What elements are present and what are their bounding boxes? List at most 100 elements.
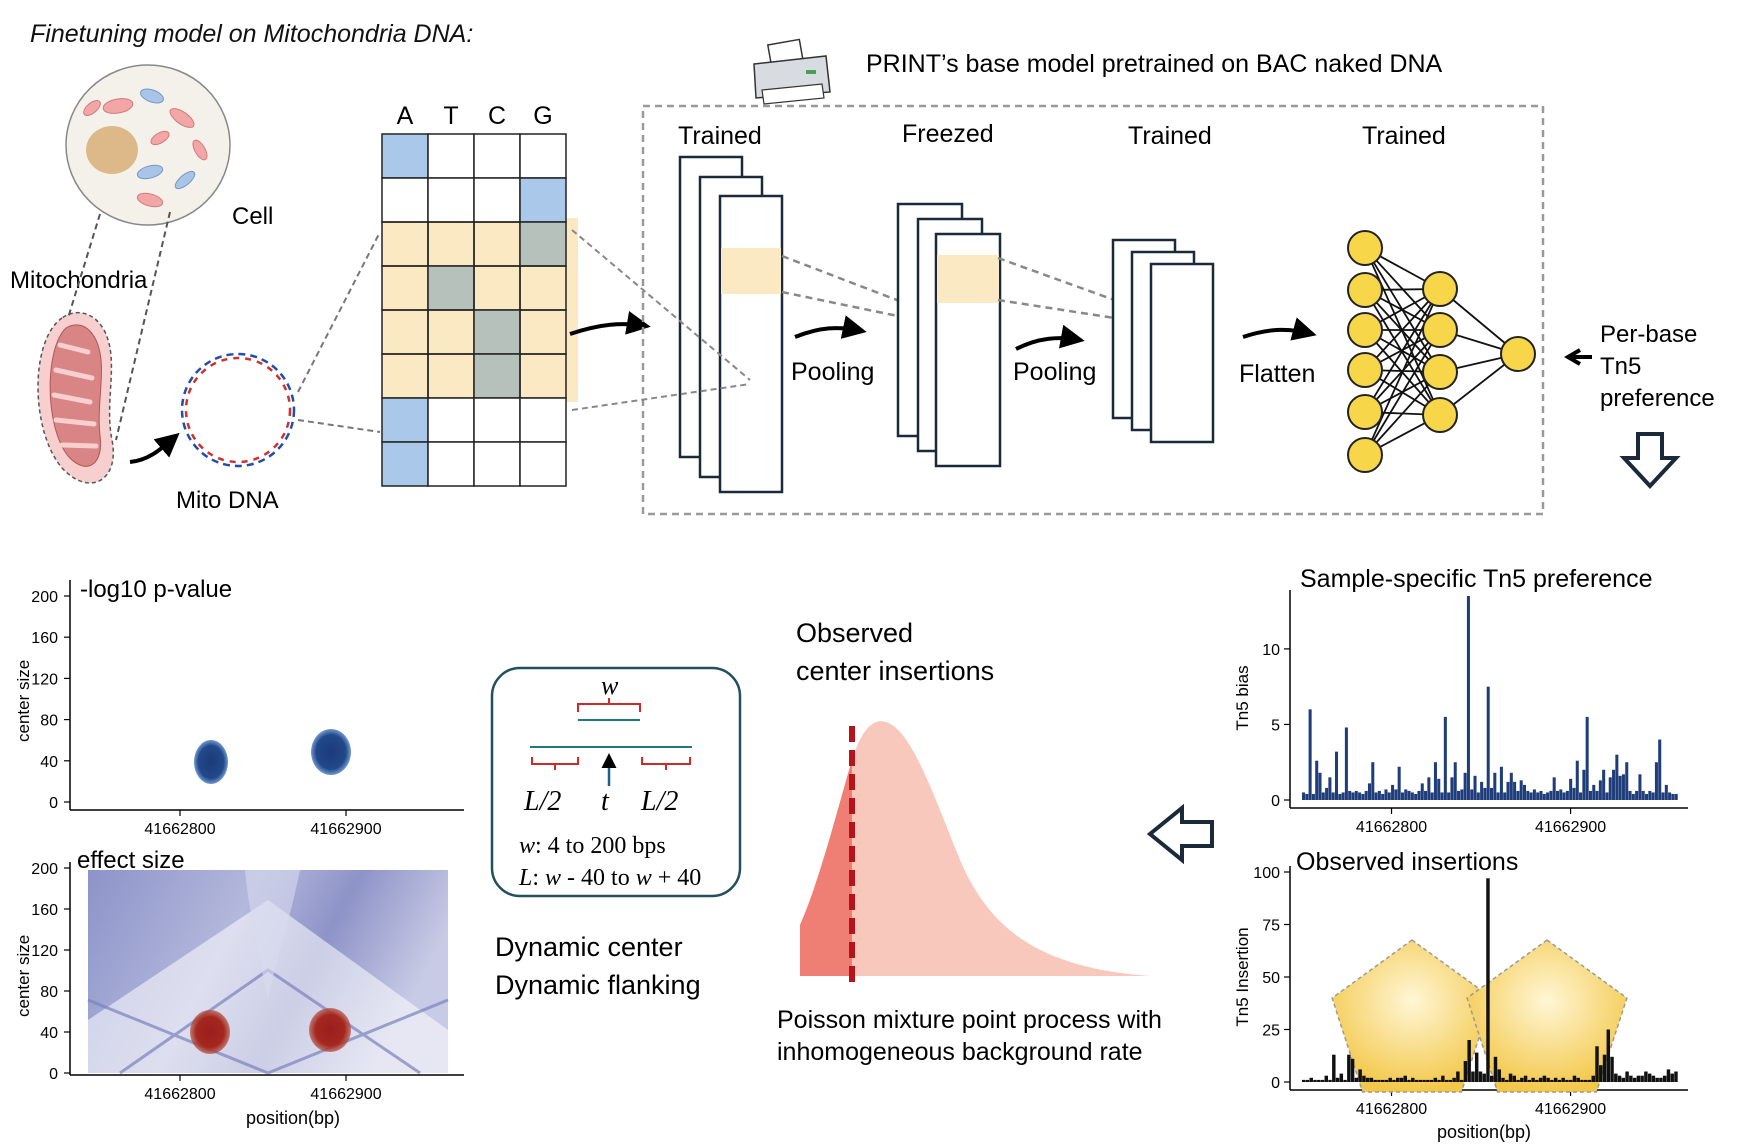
chart-bar <box>1557 1079 1562 1082</box>
chart-bar <box>1444 1079 1449 1082</box>
cell-label: Cell <box>232 203 273 230</box>
heatmap-effect: effect size 200 160 120 80 40 0 41662800 41662… <box>14 847 464 1128</box>
chart-bar <box>1659 1077 1663 1082</box>
chart-bar <box>1572 787 1576 800</box>
chart-bar <box>1595 1046 1599 1082</box>
chart-bar <box>1387 792 1391 800</box>
chart-ytick-label: 10 <box>1262 642 1280 659</box>
onehot-cell <box>519 133 567 179</box>
chart-bar <box>1579 792 1583 800</box>
heatmap-effect-ylabel: center size <box>14 935 33 1017</box>
chart-bar <box>1441 1075 1445 1082</box>
observed-center-caption-line2: inhomogeneous background rate <box>777 1038 1143 1066</box>
chart-bar <box>1334 751 1339 800</box>
output-label-line2: Tn5 <box>1600 353 1641 380</box>
onehot-cell <box>519 397 567 443</box>
neural-network <box>1347 230 1536 473</box>
chart-bar <box>1470 789 1474 800</box>
output-label-line3: preference <box>1600 385 1715 412</box>
chart-bar <box>1466 596 1470 800</box>
observed-center-title-line2: center insertions <box>796 656 994 686</box>
nn-node <box>1347 312 1383 348</box>
chart-bar <box>1516 1079 1520 1082</box>
chart-bar <box>1354 790 1358 800</box>
chart-bar <box>1674 1071 1678 1082</box>
chart-bar <box>1313 1079 1317 1082</box>
chart-bar <box>1625 1071 1629 1082</box>
chart-bar <box>1394 789 1398 800</box>
chart-bar <box>1546 1077 1550 1082</box>
onehot-cell <box>519 441 567 487</box>
chart-ylabel: Tn5 bias <box>1233 665 1252 730</box>
chart-xlabel: position(bp) <box>1437 1122 1531 1142</box>
chart-bar <box>1305 1079 1310 1082</box>
chart-bar <box>1302 1079 1306 1082</box>
heatmap-xtick-label: 41662800 <box>144 1086 215 1103</box>
mitochondria-label: Mitochondria <box>10 267 148 294</box>
chart-bar <box>1618 775 1622 800</box>
chart-bar <box>1426 1079 1430 1082</box>
chart-bar <box>1523 1075 1528 1082</box>
chart-bar <box>1569 778 1573 800</box>
chart-bar <box>1396 1077 1400 1082</box>
chart-bar <box>1377 1079 1381 1082</box>
chart-tn5-preference: Sample-specific Tn5 preference 0 5 10 416628… <box>1233 565 1688 836</box>
chart-bar <box>1516 790 1520 800</box>
onehot-cell <box>427 265 475 311</box>
chart-bar <box>1358 1069 1362 1082</box>
chart-bar <box>1635 790 1639 800</box>
chart-bar <box>1369 1077 1374 1082</box>
nn-node <box>1422 397 1458 433</box>
chart-bar <box>1309 1077 1313 1082</box>
chart-bar <box>1621 774 1625 800</box>
chart-bar <box>1595 790 1599 800</box>
mitochondrion-illustration <box>37 311 115 484</box>
chart-bar <box>1320 1079 1325 1082</box>
chart-bar <box>1493 772 1497 800</box>
chart-bar <box>1636 1075 1641 1082</box>
chart-bar <box>1399 1077 1404 1082</box>
onehot-base-label: T <box>443 102 458 130</box>
mtdna-label: Mito DNA <box>176 487 279 514</box>
pentagon-footprint <box>1331 939 1493 1093</box>
chart-title: Observed insertions <box>1296 848 1518 876</box>
chart-bar <box>1532 789 1536 800</box>
chart-bar <box>1539 790 1543 800</box>
chart-bar <box>1418 1079 1423 1082</box>
onehot-base-label: G <box>533 102 552 130</box>
chart-bar <box>1499 766 1503 800</box>
chart-bar <box>1615 754 1619 800</box>
nn-node <box>1422 312 1458 348</box>
chart-bar <box>1671 793 1675 800</box>
chart-bar <box>1373 1079 1377 1082</box>
chart-bar <box>1519 780 1523 800</box>
chart-bar <box>1459 1079 1464 1082</box>
chart-bar <box>1433 1077 1438 1082</box>
chart-bar <box>1666 1069 1671 1082</box>
chart-bar <box>1328 1079 1332 1082</box>
heatmap-ytick-label: 40 <box>40 754 58 771</box>
chart-bar <box>1486 878 1490 1082</box>
chart-bar <box>1585 716 1589 800</box>
layer1-state: Trained <box>678 122 762 150</box>
chart-bar <box>1351 792 1355 800</box>
chart-bar <box>1380 1079 1385 1082</box>
chart-bar <box>1584 1079 1588 1082</box>
chart-bar <box>1460 789 1464 800</box>
window-right-flank: L/2 <box>640 786 678 817</box>
op-pooling-1: Pooling <box>791 358 874 386</box>
output-label-line1: Per-base <box>1600 321 1697 348</box>
chart-bar <box>1490 1075 1494 1082</box>
chart-bar <box>1512 1075 1517 1082</box>
nn-node <box>1500 336 1536 372</box>
conv-layer-3 <box>1111 238 1215 444</box>
chart-bar <box>1588 790 1592 800</box>
chart-bar <box>1501 1077 1505 1082</box>
chart-bar <box>1397 766 1401 800</box>
chart-bar <box>1592 784 1596 800</box>
chart-bar <box>1344 727 1348 800</box>
chart-ylabel: Tn5 Insertion <box>1233 927 1252 1026</box>
chart-bar <box>1483 787 1487 800</box>
chart-bar <box>1591 1075 1595 1082</box>
